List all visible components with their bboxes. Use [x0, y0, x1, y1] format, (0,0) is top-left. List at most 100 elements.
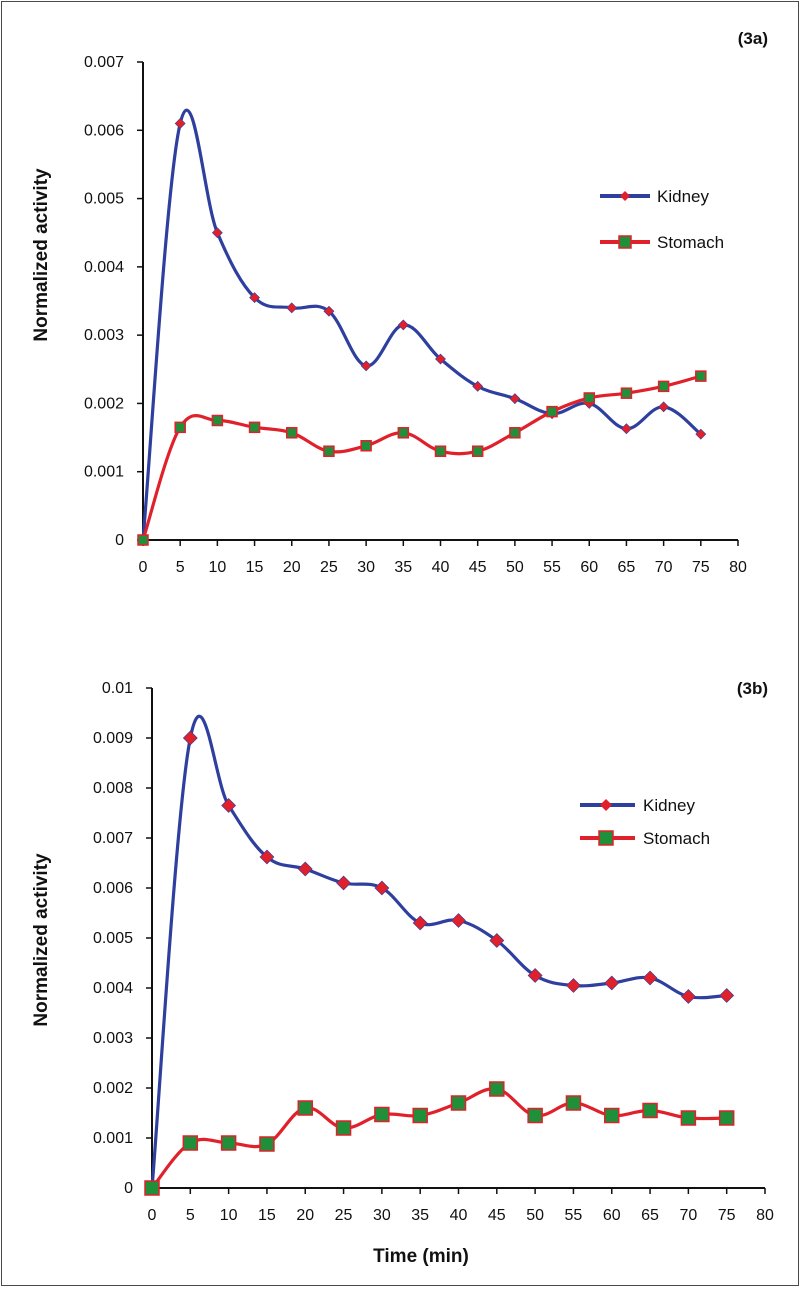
- x-tick-label-3b: 50: [526, 1207, 544, 1224]
- legend-label-stomach-3a: Stomach: [657, 233, 724, 252]
- x-tick-label-3b: 10: [220, 1207, 238, 1224]
- chart-3b: (3b) Normalized activity Time (min) 0 5 10…: [31, 679, 774, 1267]
- data-point-kidney-3b: [451, 913, 466, 928]
- chart-3a: (3a) Normalized activity 0 5 10 15 20 25 30 35 4…: [31, 29, 768, 576]
- legend-marker-kidney-3b: [600, 799, 612, 811]
- data-point-stomach-3b: [144, 1180, 160, 1196]
- legend-item-kidney-3a: Kidney: [600, 187, 709, 206]
- data-point-kidney-3b: [680, 989, 696, 1004]
- data-point-kidney-3b: [374, 880, 390, 896]
- y-tick-label-3b: 0.004: [93, 980, 133, 997]
- data-point-kidney-3a: [658, 401, 670, 413]
- y-tick-label-3a: 0.002: [84, 395, 124, 412]
- data-point-kidney-3a: [695, 428, 707, 440]
- y-tick-label-3b: 0.008: [93, 780, 133, 797]
- x-tick-label-3b: 25: [335, 1207, 353, 1224]
- x-tick-label-3a: 65: [618, 559, 636, 576]
- data-point-kidney-3b: [566, 978, 581, 993]
- series-lines-3a: [141, 108, 703, 542]
- data-point-stomach-3a: [174, 421, 186, 434]
- x-tick-label-3b: 0: [148, 1207, 157, 1224]
- data-point-stomach-3b: [259, 1136, 275, 1152]
- legend-item-stomach-3b: Stomach: [580, 829, 710, 848]
- y-tick-labels-3a: 0 0.001 0.002 0.003 0.004 0.005 0.006 0.007: [84, 54, 124, 549]
- data-point-kidney-3a: [249, 292, 260, 304]
- data-point-stomach-3b: [680, 1110, 697, 1126]
- y-tick-label-3a: 0.004: [84, 259, 124, 276]
- legend-label-stomach-3b: Stomach: [643, 829, 710, 848]
- y-axis-label-3a: Normalized activity: [31, 168, 52, 342]
- data-point-stomach-3b: [718, 1110, 735, 1126]
- x-tick-label-3b: 30: [373, 1207, 391, 1224]
- x-tick-label-3b: 20: [296, 1207, 314, 1224]
- data-point-kidney-3a: [211, 227, 223, 239]
- x-tick-labels-3a: 0 5 10 15 20 25 30 35 40 45 50 55 60 65 70 75 80: [139, 559, 747, 576]
- data-point-stomach-3b: [220, 1135, 237, 1151]
- data-point-kidney-3b: [259, 849, 275, 865]
- series-line-kidney-3b: [150, 714, 729, 1190]
- data-point-stomach-3b: [642, 1102, 658, 1119]
- x-tick-label-3b: 65: [641, 1207, 659, 1224]
- data-point-stomach-3a: [211, 414, 224, 427]
- legend-3a: Kidney Stomach: [600, 187, 724, 252]
- legend-item-stomach-3a: Stomach: [600, 233, 724, 252]
- x-tick-label-3b: 35: [411, 1207, 429, 1224]
- data-point-kidney-3a: [435, 353, 446, 365]
- data-point-kidney-3b: [336, 875, 351, 891]
- data-point-stomach-3a: [248, 421, 261, 434]
- y-tick-label-3b: 0.002: [93, 1080, 133, 1097]
- y-axis-label-3b: Normalized activity: [31, 853, 52, 1027]
- series-markers-3a: [137, 118, 707, 546]
- y-tick-label-3a: 0.003: [84, 327, 124, 344]
- data-point-kidney-3a: [397, 319, 409, 331]
- data-point-stomach-3b: [182, 1135, 199, 1151]
- y-tick-label-3b: 0.009: [93, 730, 133, 747]
- y-tick-label-3b: 0.003: [93, 1030, 133, 1047]
- data-point-stomach-3a: [137, 534, 149, 546]
- data-point-stomach-3a: [620, 387, 633, 399]
- y-tick-label-3a: 0.007: [84, 54, 124, 71]
- legend-marker-kidney-3a: [620, 191, 630, 201]
- data-point-kidney-3a: [323, 305, 335, 317]
- x-tick-label-3a: 0: [139, 559, 148, 576]
- data-point-stomach-3b: [412, 1107, 428, 1124]
- legend-item-kidney-3b: Kidney: [580, 796, 695, 815]
- y-tick-label-3a: 0.005: [84, 191, 124, 208]
- data-point-kidney-3b: [412, 915, 428, 931]
- x-tick-label-3a: 55: [543, 559, 561, 576]
- x-tick-label-3a: 25: [320, 559, 338, 576]
- panel-label-3b: (3b): [737, 679, 768, 698]
- x-tick-label-3b: 5: [186, 1207, 195, 1224]
- x-tick-label-3b: 80: [756, 1207, 774, 1224]
- x-tick-label-3a: 20: [283, 559, 301, 576]
- axes-3a: [137, 61, 739, 546]
- x-tick-label-3a: 50: [506, 559, 524, 576]
- y-tick-label-3a: 0.006: [84, 122, 124, 139]
- x-tick-label-3b: 45: [488, 1207, 506, 1224]
- data-point-kidney-3a: [509, 393, 521, 405]
- x-tick-label-3a: 70: [655, 559, 673, 576]
- data-point-stomach-3a: [323, 445, 335, 457]
- data-point-stomach-3b: [604, 1107, 620, 1124]
- data-point-stomach-3a: [434, 445, 447, 457]
- data-point-stomach-3a: [286, 427, 298, 439]
- series-line-stomach-3a: [141, 374, 703, 542]
- data-point-kidney-3b: [489, 933, 505, 948]
- data-point-stomach-3a: [360, 440, 372, 452]
- data-point-stomach-3a: [397, 427, 410, 439]
- x-tick-label-3b: 15: [258, 1207, 276, 1224]
- data-point-stomach-3b: [297, 1100, 313, 1116]
- data-point-kidney-3a: [472, 380, 484, 392]
- y-tick-labels-3b: 0 0.001 0.002 0.003 0.004 0.005 0.006 0.007 0.00…: [93, 680, 133, 1197]
- legend-label-kidney-3b: Kidney: [643, 796, 695, 815]
- x-tick-label-3b: 60: [603, 1207, 621, 1224]
- x-tick-label-3a: 60: [580, 559, 598, 576]
- x-tick-label-3a: 30: [357, 559, 375, 576]
- data-point-kidney-3b: [719, 988, 735, 1003]
- data-point-stomach-3b: [335, 1120, 352, 1136]
- panel-label-3a: (3a): [738, 29, 768, 48]
- data-point-stomach-3a: [695, 370, 707, 382]
- x-tick-label-3a: 75: [692, 559, 710, 576]
